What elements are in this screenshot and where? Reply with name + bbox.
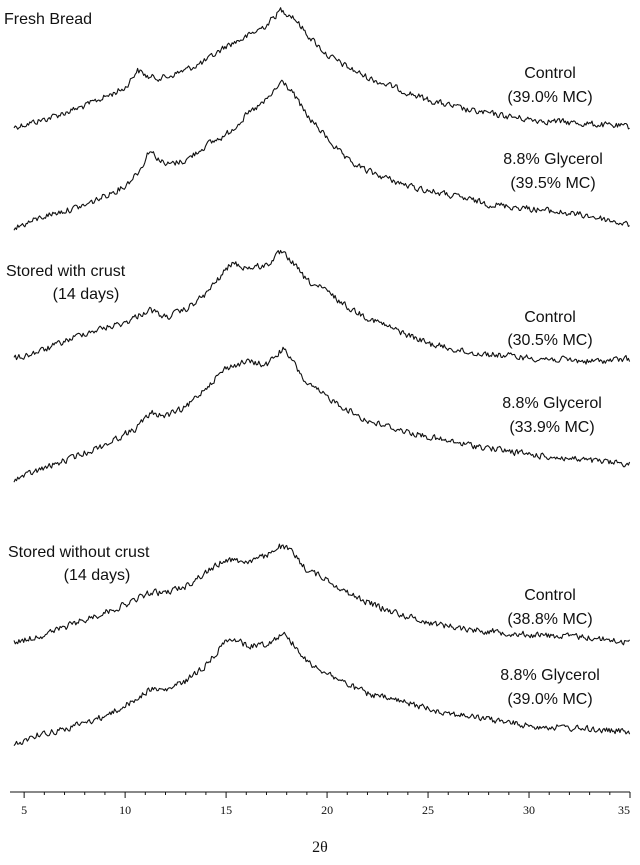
series-detail-fresh-glycerol: (39.5% MC) — [510, 175, 595, 192]
x-axis-ticks: 5 10 15 20 25 30 35 — [21, 792, 631, 817]
x-axis-label: 2θ — [312, 839, 328, 856]
trace-0-0 — [13, 7, 630, 130]
group-title-fresh: Fresh Bread — [4, 11, 92, 28]
trace-1-1 — [13, 346, 631, 483]
series-label-fresh-glycerol: 8.8% Glycerol — [503, 151, 603, 168]
group-subtitle-with-crust: (14 days) — [53, 286, 120, 303]
trace-0-1 — [13, 79, 630, 231]
x-tick-label: 30 — [523, 803, 535, 817]
trace-layer — [13, 7, 631, 747]
x-tick-label: 10 — [119, 803, 131, 817]
series-detail-crust-control: (30.5% MC) — [507, 332, 592, 349]
trace-1-0 — [13, 249, 631, 365]
x-tick-label: 5 — [21, 803, 27, 817]
group-title-with-crust: Stored with crust — [6, 263, 126, 280]
series-detail-crust-glycerol: (33.9% MC) — [509, 419, 594, 436]
series-detail-nocrust-glycerol: (39.0% MC) — [507, 691, 592, 708]
trace-2-0 — [13, 543, 631, 646]
group-title-without-crust: Stored without crust — [8, 544, 150, 561]
series-detail-nocrust-control: (38.8% MC) — [507, 611, 592, 628]
x-tick-label: 25 — [422, 803, 434, 817]
x-tick-label: 15 — [220, 803, 232, 817]
group-subtitle-without-crust: (14 days) — [64, 567, 131, 584]
x-tick-label: 35 — [618, 803, 630, 817]
trace-2-1 — [13, 631, 631, 747]
series-label-fresh-control: Control — [524, 65, 576, 82]
series-label-nocrust-control: Control — [524, 587, 576, 604]
series-label-crust-glycerol: 8.8% Glycerol — [502, 395, 602, 412]
series-detail-fresh-control: (39.0% MC) — [507, 89, 592, 106]
x-tick-label: 20 — [321, 803, 333, 817]
series-label-nocrust-glycerol: 8.8% Glycerol — [500, 667, 600, 684]
series-label-crust-control: Control — [524, 309, 576, 326]
